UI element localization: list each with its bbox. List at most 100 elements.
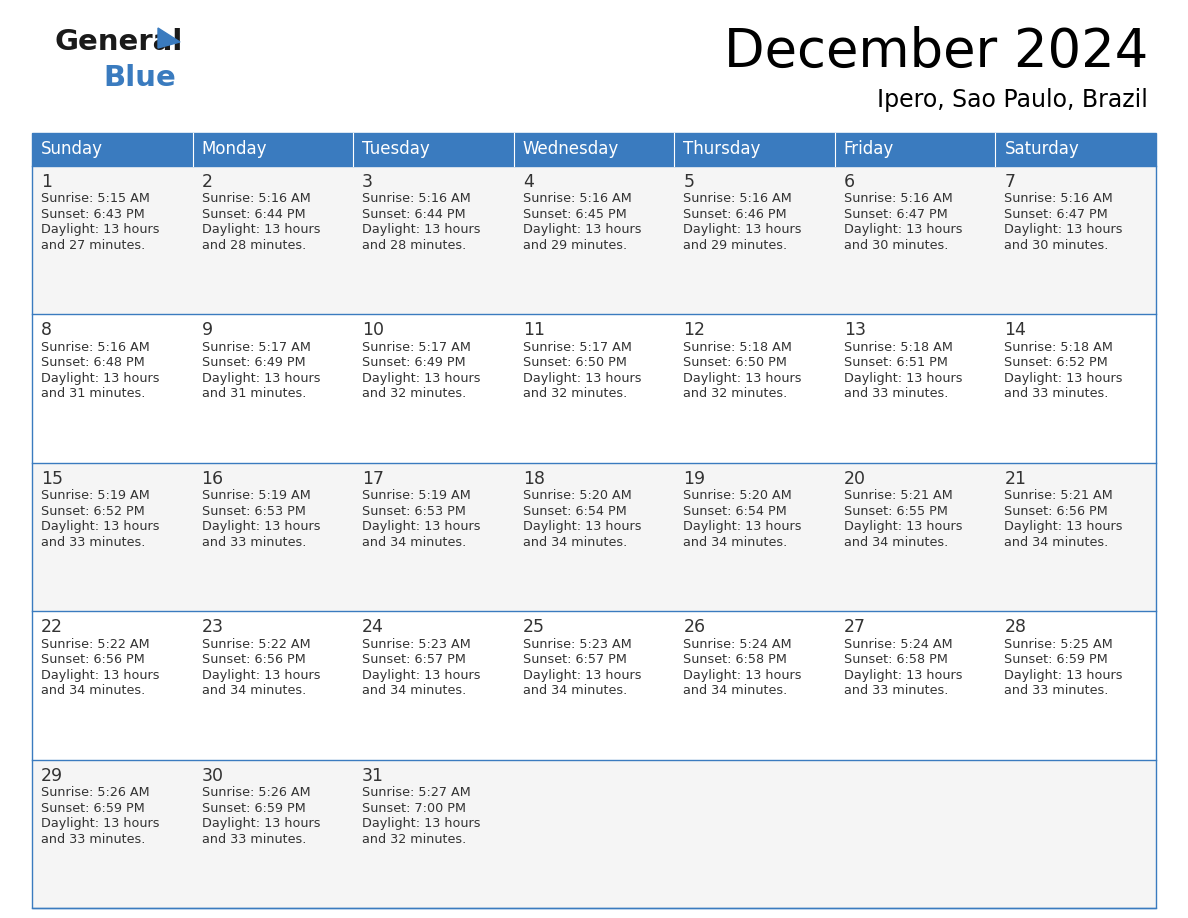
Text: and 32 minutes.: and 32 minutes. — [523, 387, 627, 400]
Text: Sunset: 6:51 PM: Sunset: 6:51 PM — [843, 356, 948, 369]
Bar — [32, 133, 192, 166]
Bar — [996, 133, 1156, 166]
Bar — [675, 133, 835, 166]
Text: Daylight: 13 hours: Daylight: 13 hours — [1004, 668, 1123, 682]
Text: 15: 15 — [42, 470, 63, 487]
Text: Sunset: 6:54 PM: Sunset: 6:54 PM — [683, 505, 786, 518]
Text: Sunrise: 5:22 AM: Sunrise: 5:22 AM — [42, 638, 150, 651]
Text: Saturday: Saturday — [1004, 140, 1079, 159]
Text: Sunset: 6:49 PM: Sunset: 6:49 PM — [202, 356, 305, 369]
Text: Daylight: 13 hours: Daylight: 13 hours — [202, 817, 320, 830]
Text: Sunset: 6:58 PM: Sunset: 6:58 PM — [843, 654, 948, 666]
Text: Daylight: 13 hours: Daylight: 13 hours — [42, 223, 159, 237]
Text: 17: 17 — [362, 470, 384, 487]
Text: Sunrise: 5:16 AM: Sunrise: 5:16 AM — [843, 193, 953, 206]
Text: 19: 19 — [683, 470, 706, 487]
Text: Daylight: 13 hours: Daylight: 13 hours — [683, 223, 802, 237]
Text: and 34 minutes.: and 34 minutes. — [683, 684, 788, 697]
Text: Sunrise: 5:26 AM: Sunrise: 5:26 AM — [42, 786, 150, 799]
Text: Sunset: 6:54 PM: Sunset: 6:54 PM — [523, 505, 626, 518]
Text: 28: 28 — [1004, 618, 1026, 636]
Text: Sunrise: 5:16 AM: Sunrise: 5:16 AM — [362, 193, 470, 206]
Text: and 32 minutes.: and 32 minutes. — [683, 387, 788, 400]
Text: Sunrise: 5:23 AM: Sunrise: 5:23 AM — [362, 638, 470, 651]
Text: Daylight: 13 hours: Daylight: 13 hours — [202, 372, 320, 385]
Text: and 33 minutes.: and 33 minutes. — [202, 833, 307, 845]
Text: 22: 22 — [42, 618, 63, 636]
Text: 5: 5 — [683, 173, 694, 191]
Text: 30: 30 — [202, 767, 223, 785]
Text: Sunrise: 5:21 AM: Sunrise: 5:21 AM — [843, 489, 953, 502]
Text: and 34 minutes.: and 34 minutes. — [362, 536, 467, 549]
Text: Sunset: 6:49 PM: Sunset: 6:49 PM — [362, 356, 466, 369]
Text: Sunset: 6:55 PM: Sunset: 6:55 PM — [843, 505, 948, 518]
Text: and 34 minutes.: and 34 minutes. — [683, 536, 788, 549]
Text: Daylight: 13 hours: Daylight: 13 hours — [843, 668, 962, 682]
Text: Sunrise: 5:24 AM: Sunrise: 5:24 AM — [843, 638, 953, 651]
Text: Sunset: 6:57 PM: Sunset: 6:57 PM — [523, 654, 626, 666]
Text: 9: 9 — [202, 321, 213, 340]
Text: and 33 minutes.: and 33 minutes. — [42, 833, 145, 845]
Text: Sunset: 6:44 PM: Sunset: 6:44 PM — [362, 208, 466, 221]
Polygon shape — [158, 28, 181, 48]
Text: Sunrise: 5:21 AM: Sunrise: 5:21 AM — [1004, 489, 1113, 502]
Text: and 34 minutes.: and 34 minutes. — [362, 684, 467, 697]
Text: Sunrise: 5:20 AM: Sunrise: 5:20 AM — [523, 489, 632, 502]
Text: Sunrise: 5:20 AM: Sunrise: 5:20 AM — [683, 489, 792, 502]
Text: Daylight: 13 hours: Daylight: 13 hours — [523, 223, 642, 237]
Text: Sunrise: 5:16 AM: Sunrise: 5:16 AM — [523, 193, 632, 206]
Text: Monday: Monday — [202, 140, 267, 159]
Text: Sunset: 6:44 PM: Sunset: 6:44 PM — [202, 208, 305, 221]
Text: Daylight: 13 hours: Daylight: 13 hours — [1004, 372, 1123, 385]
Text: Sunset: 6:59 PM: Sunset: 6:59 PM — [42, 801, 145, 814]
Text: Sunrise: 5:17 AM: Sunrise: 5:17 AM — [523, 341, 632, 354]
Text: Sunset: 6:59 PM: Sunset: 6:59 PM — [202, 801, 305, 814]
Text: Daylight: 13 hours: Daylight: 13 hours — [683, 521, 802, 533]
Text: Sunrise: 5:17 AM: Sunrise: 5:17 AM — [202, 341, 310, 354]
Text: Sunrise: 5:16 AM: Sunrise: 5:16 AM — [202, 193, 310, 206]
Text: Sunset: 6:52 PM: Sunset: 6:52 PM — [1004, 356, 1108, 369]
Text: Sunrise: 5:23 AM: Sunrise: 5:23 AM — [523, 638, 632, 651]
Text: Sunset: 7:00 PM: Sunset: 7:00 PM — [362, 801, 466, 814]
Text: Daylight: 13 hours: Daylight: 13 hours — [362, 668, 481, 682]
Text: Sunset: 6:50 PM: Sunset: 6:50 PM — [523, 356, 626, 369]
Text: Daylight: 13 hours: Daylight: 13 hours — [683, 372, 802, 385]
Text: Sunrise: 5:15 AM: Sunrise: 5:15 AM — [42, 193, 150, 206]
Text: December 2024: December 2024 — [723, 26, 1148, 78]
Text: Sunrise: 5:18 AM: Sunrise: 5:18 AM — [1004, 341, 1113, 354]
Text: Daylight: 13 hours: Daylight: 13 hours — [202, 521, 320, 533]
Text: and 28 minutes.: and 28 minutes. — [362, 239, 467, 252]
Text: Wednesday: Wednesday — [523, 140, 619, 159]
Text: General: General — [55, 28, 183, 56]
Bar — [32, 314, 1156, 463]
Text: 3: 3 — [362, 173, 373, 191]
Text: Sunrise: 5:16 AM: Sunrise: 5:16 AM — [1004, 193, 1113, 206]
Text: Sunrise: 5:17 AM: Sunrise: 5:17 AM — [362, 341, 470, 354]
Text: Sunset: 6:58 PM: Sunset: 6:58 PM — [683, 654, 788, 666]
Text: Daylight: 13 hours: Daylight: 13 hours — [523, 372, 642, 385]
Text: Thursday: Thursday — [683, 140, 760, 159]
Text: Daylight: 13 hours: Daylight: 13 hours — [42, 817, 159, 830]
Text: 16: 16 — [202, 470, 223, 487]
Text: 12: 12 — [683, 321, 706, 340]
Bar — [32, 133, 1156, 908]
Bar — [32, 463, 1156, 611]
Text: and 33 minutes.: and 33 minutes. — [843, 387, 948, 400]
Text: Daylight: 13 hours: Daylight: 13 hours — [843, 372, 962, 385]
Text: and 32 minutes.: and 32 minutes. — [362, 833, 467, 845]
Text: Daylight: 13 hours: Daylight: 13 hours — [683, 668, 802, 682]
Text: Sunrise: 5:27 AM: Sunrise: 5:27 AM — [362, 786, 470, 799]
Text: 8: 8 — [42, 321, 52, 340]
Text: and 30 minutes.: and 30 minutes. — [1004, 239, 1108, 252]
Text: Sunset: 6:47 PM: Sunset: 6:47 PM — [843, 208, 948, 221]
Text: 26: 26 — [683, 618, 706, 636]
Text: and 30 minutes.: and 30 minutes. — [843, 239, 948, 252]
Text: Daylight: 13 hours: Daylight: 13 hours — [362, 372, 481, 385]
Text: 1: 1 — [42, 173, 52, 191]
Text: Sunset: 6:56 PM: Sunset: 6:56 PM — [42, 654, 145, 666]
Text: and 33 minutes.: and 33 minutes. — [202, 536, 307, 549]
Text: Daylight: 13 hours: Daylight: 13 hours — [1004, 521, 1123, 533]
Text: Sunrise: 5:18 AM: Sunrise: 5:18 AM — [683, 341, 792, 354]
Text: Daylight: 13 hours: Daylight: 13 hours — [202, 223, 320, 237]
Text: 25: 25 — [523, 618, 545, 636]
